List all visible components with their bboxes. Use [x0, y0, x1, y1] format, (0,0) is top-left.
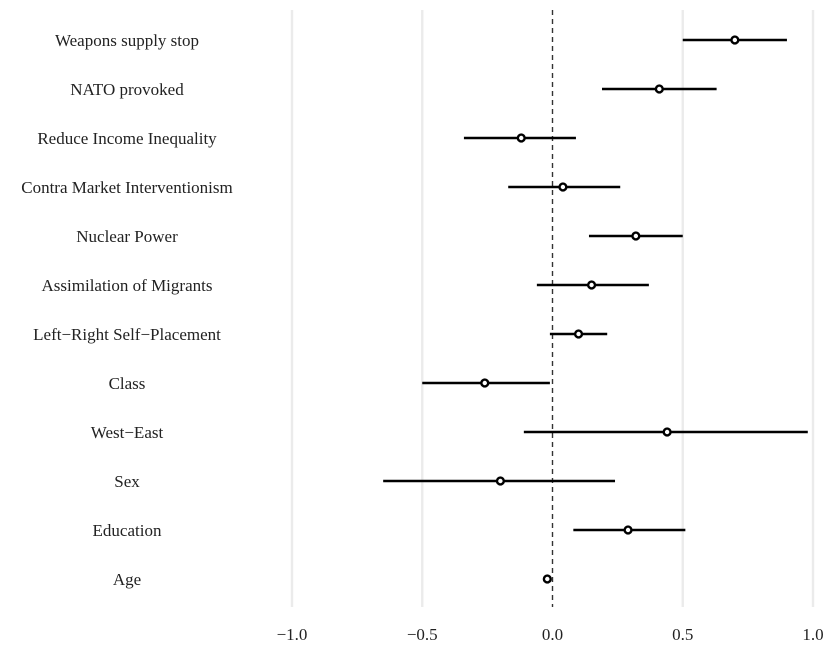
category-label: Age [113, 570, 141, 589]
category-labels: Weapons supply stop NATO provoked Reduce I… [21, 31, 233, 589]
category-label: Reduce Income Inequality [37, 129, 217, 148]
estimate-point [730, 35, 740, 45]
estimate-point [654, 84, 664, 94]
estimate-point [662, 427, 672, 437]
x-tick-label: 1.0 [802, 625, 823, 644]
intervals [383, 38, 808, 581]
category-label: Assimilation of Migrants [42, 276, 213, 295]
estimate-point [573, 329, 584, 339]
category-label: Sex [114, 472, 140, 491]
category-label: Class [109, 374, 146, 393]
category-label: Left−Right Self−Placement [33, 325, 221, 344]
x-tick-label: 0.5 [672, 625, 693, 644]
estimate-point [480, 378, 490, 388]
grid-lines [290, 10, 815, 607]
estimate-point [558, 182, 568, 192]
estimate-point [542, 574, 552, 584]
category-label: Weapons supply stop [55, 31, 199, 50]
category-label: Education [93, 521, 162, 540]
estimate-point [631, 231, 641, 241]
x-tick-label: −0.5 [407, 625, 438, 644]
category-label: NATO provoked [70, 80, 184, 99]
estimate-point [495, 476, 506, 486]
x-tick-label: −1.0 [277, 625, 308, 644]
category-label: West−East [91, 423, 164, 442]
estimate-point [623, 525, 633, 535]
points [480, 35, 740, 584]
category-label: Contra Market Interventionism [21, 178, 233, 197]
estimate-point [586, 280, 597, 290]
estimate-point [516, 133, 526, 143]
category-label: Nuclear Power [76, 227, 178, 246]
x-tick-label: 0.0 [542, 625, 563, 644]
x-tick-labels: −1.0 −0.5 0.0 0.5 1.0 [277, 625, 824, 644]
